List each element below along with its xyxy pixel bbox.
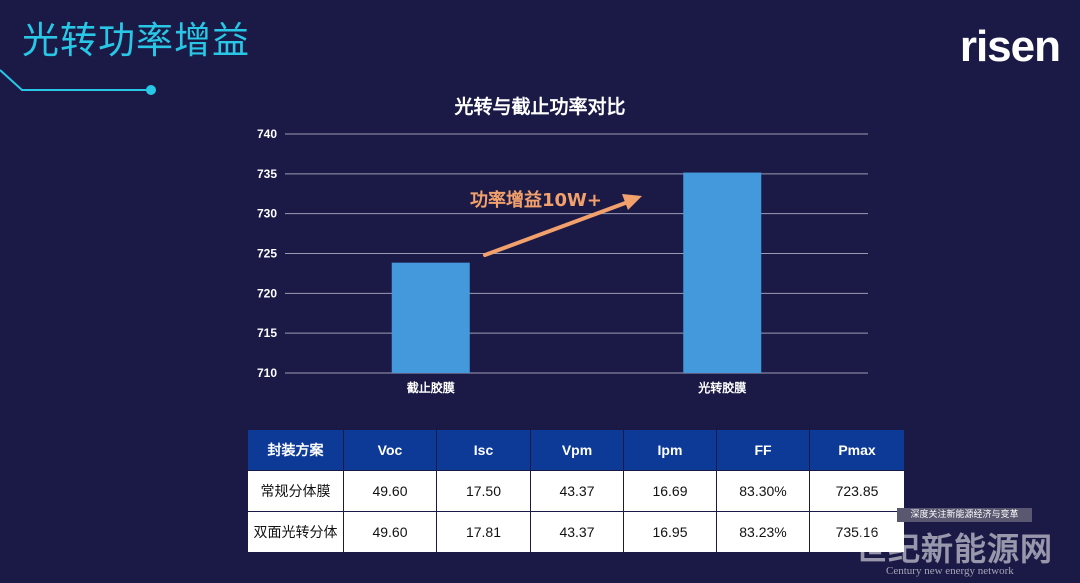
bar-1 bbox=[391, 262, 470, 373]
y-tick-label: 740 bbox=[257, 127, 277, 141]
slide-title: 光转功率增益 bbox=[22, 19, 250, 62]
cell-ipm: 16.95 bbox=[623, 511, 717, 553]
watermark-tagline: 深度关注新能源经济与变革 bbox=[897, 508, 1032, 522]
cell-ipm: 16.69 bbox=[623, 470, 717, 512]
y-tick-label: 735 bbox=[257, 167, 277, 181]
y-tick-label: 710 bbox=[257, 366, 277, 380]
risen-logo: risen bbox=[959, 22, 1061, 71]
cell-ff: 83.30% bbox=[716, 470, 810, 512]
cell-vpm: 43.37 bbox=[530, 470, 624, 512]
chart-title: 光转与截止功率对比 bbox=[454, 96, 626, 118]
arrow-head-icon bbox=[622, 194, 642, 210]
header-isc: Isc bbox=[436, 429, 531, 471]
cell-vpm: 43.37 bbox=[530, 511, 624, 553]
bar-chart: 光转与截止功率对比 710 715 720 725 730 735 740 截止胶膜 光转胶膜 … bbox=[257, 96, 868, 395]
header-ff: FF bbox=[716, 429, 810, 471]
y-tick-label: 720 bbox=[257, 286, 277, 300]
cell-pmax: 735.16 bbox=[809, 511, 905, 553]
table-header-row: 封装方案 Voc Isc Vpm Ipm FF Pmax bbox=[247, 429, 905, 471]
cell-ff: 83.23% bbox=[716, 511, 810, 553]
header-voc: Voc bbox=[343, 429, 437, 471]
cell-scheme: 双面光转分体 bbox=[247, 511, 344, 553]
cell-scheme: 常规分体膜 bbox=[247, 470, 344, 512]
y-tick-label: 715 bbox=[257, 326, 277, 340]
bar-2 bbox=[683, 172, 762, 373]
watermark-name: 世纪新能源网 bbox=[855, 530, 1054, 568]
spec-table: 封装方案 Voc Isc Vpm Ipm FF Pmax 常规分体膜 49.60… bbox=[247, 429, 905, 553]
table-row: 常规分体膜 49.60 17.50 43.37 16.69 83.30% 723… bbox=[247, 470, 905, 512]
x-tick-label: 光转胶膜 bbox=[697, 380, 746, 395]
y-tick-label: 730 bbox=[257, 207, 277, 221]
x-tick-label: 截止胶膜 bbox=[407, 380, 455, 395]
annotation-arrow-shaft bbox=[483, 200, 630, 257]
table-row: 双面光转分体 49.60 17.81 43.37 16.95 83.23% 73… bbox=[247, 511, 905, 553]
cell-isc: 17.81 bbox=[436, 511, 531, 553]
header-vpm: Vpm bbox=[530, 429, 624, 471]
watermark-english: Century new energy network bbox=[886, 565, 1014, 577]
chart-annotation: 功率增益10W+ bbox=[470, 190, 602, 211]
chart-canvas: 710 715 720 725 730 735 740 截止胶膜 光转胶膜 bbox=[257, 127, 868, 395]
header-ipm: Ipm bbox=[623, 429, 717, 471]
header-scheme: 封装方案 bbox=[247, 429, 344, 471]
y-tick-label: 725 bbox=[257, 247, 277, 261]
header-pmax: Pmax bbox=[809, 429, 905, 471]
cell-voc: 49.60 bbox=[343, 470, 437, 512]
title-decoration-line bbox=[0, 69, 156, 95]
cell-isc: 17.50 bbox=[436, 470, 531, 512]
cell-voc: 49.60 bbox=[343, 511, 437, 553]
cell-pmax: 723.85 bbox=[809, 470, 905, 512]
